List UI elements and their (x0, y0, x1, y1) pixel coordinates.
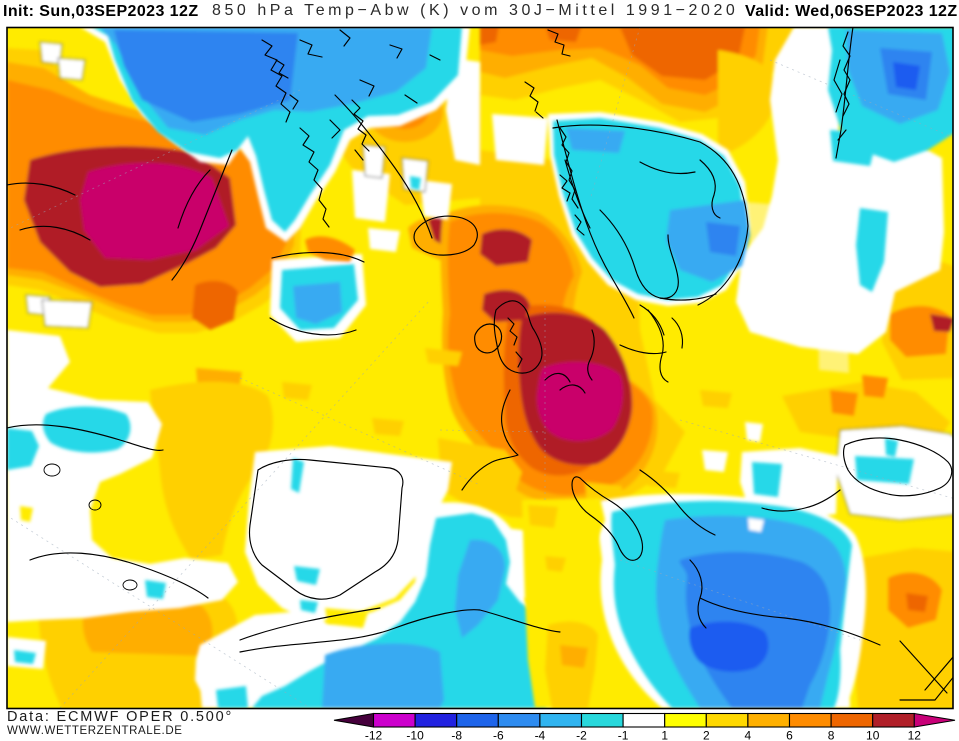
svg-text:1: 1 (661, 729, 668, 741)
svg-text:10: 10 (866, 729, 880, 741)
svg-text:-12: -12 (365, 729, 383, 741)
svg-text:4: 4 (745, 729, 752, 741)
svg-text:12: 12 (908, 729, 922, 741)
svg-text:-4: -4 (535, 729, 546, 741)
svg-text:-2: -2 (576, 729, 587, 741)
svg-text:-6: -6 (493, 729, 504, 741)
svg-text:8: 8 (828, 729, 835, 741)
svg-text:6: 6 (786, 729, 793, 741)
svg-text:-10: -10 (406, 729, 424, 741)
svg-text:-8: -8 (451, 729, 462, 741)
svg-text:2: 2 (703, 729, 710, 741)
svg-text:-1: -1 (618, 729, 629, 741)
